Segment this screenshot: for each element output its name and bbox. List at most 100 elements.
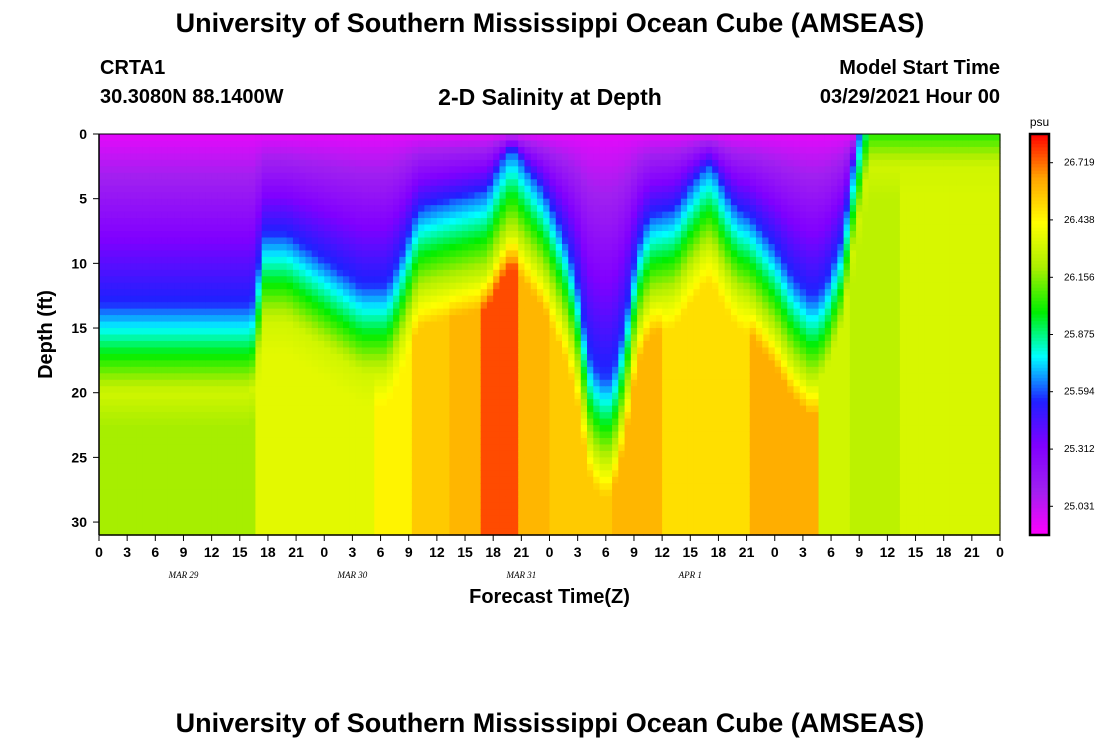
heatmap-cell: [130, 321, 138, 329]
heatmap-cell: [486, 211, 494, 219]
heatmap-cell: [261, 399, 269, 407]
heatmap-cell: [142, 347, 150, 355]
heatmap-cell: [267, 276, 275, 284]
heatmap-cell: [499, 192, 507, 200]
heatmap-cell: [186, 509, 194, 517]
heatmap-cell: [167, 328, 175, 336]
heatmap-cell: [249, 218, 257, 226]
heatmap-cell: [186, 237, 194, 245]
heatmap-cell: [161, 185, 169, 193]
heatmap-cell: [549, 476, 557, 484]
heatmap-cell: [205, 412, 213, 420]
heatmap-cell: [587, 263, 594, 271]
heatmap-cell: [374, 179, 382, 187]
heatmap-cell: [161, 425, 169, 433]
heatmap-cell: [255, 483, 263, 491]
heatmap-cell: [499, 263, 507, 271]
heatmap-cell: [180, 146, 188, 155]
heatmap-cell: [480, 192, 488, 200]
heatmap-cell: [336, 437, 344, 446]
heatmap-cell: [236, 515, 244, 523]
heatmap-cell: [124, 224, 131, 232]
heatmap-cell: [142, 515, 150, 523]
heatmap-cell: [536, 218, 544, 226]
heatmap-cell: [274, 308, 282, 316]
heatmap-cell: [317, 373, 325, 381]
heatmap-cell: [349, 328, 357, 336]
heatmap-cell: [267, 515, 275, 523]
heatmap-cell: [267, 463, 275, 471]
heatmap-cell: [149, 192, 156, 200]
heatmap-cell: [455, 425, 463, 433]
heatmap-cell: [242, 224, 250, 232]
heatmap-cell: [155, 528, 163, 536]
heatmap-cell: [474, 470, 482, 478]
heatmap-cell: [499, 302, 507, 310]
heatmap-cell: [518, 185, 526, 193]
heatmap-cell: [142, 386, 150, 394]
heatmap-cell: [587, 353, 594, 361]
heatmap-cell: [418, 399, 425, 407]
heatmap-cell: [436, 243, 444, 252]
heatmap-cell: [117, 431, 125, 439]
heatmap-cell: [455, 360, 463, 368]
heatmap-cell: [361, 231, 369, 239]
heatmap-cell: [430, 360, 438, 368]
heatmap-cell: [455, 224, 463, 232]
heatmap-cell: [130, 159, 138, 167]
heatmap-cell: [524, 263, 532, 271]
heatmap-cell: [343, 509, 350, 517]
heatmap-cell: [249, 418, 257, 426]
heatmap-cell: [199, 192, 206, 200]
heatmap-cell: [430, 192, 438, 200]
heatmap-cell: [99, 211, 106, 219]
heatmap-cell: [480, 237, 488, 245]
heatmap-cell: [167, 263, 175, 271]
heatmap-cell: [267, 379, 275, 387]
heatmap-cell: [130, 237, 138, 245]
heatmap-cell: [105, 366, 113, 374]
heatmap-cell: [130, 470, 138, 478]
heatmap-cell: [493, 502, 501, 510]
heatmap-cell: [174, 509, 181, 517]
heatmap-cell: [311, 431, 319, 439]
heatmap-cell: [299, 269, 307, 277]
heatmap-cell: [324, 321, 332, 329]
heatmap-cell: [149, 528, 156, 536]
heatmap-cell: [493, 166, 501, 174]
heatmap-cell: [192, 353, 200, 361]
heatmap-cell: [167, 457, 175, 465]
heatmap-cell: [192, 159, 200, 167]
heatmap-cell: [455, 431, 463, 439]
heatmap-cell: [124, 179, 131, 187]
model-start-label: Model Start Time: [839, 57, 1000, 79]
heatmap-cell: [211, 522, 219, 530]
heatmap-cell: [130, 172, 138, 180]
heatmap-cell: [424, 392, 432, 400]
heatmap-cell: [124, 276, 131, 284]
heatmap-cell: [330, 140, 338, 148]
heatmap-cell: [411, 437, 419, 446]
heatmap-cell: [111, 172, 119, 180]
heatmap-cell: [305, 295, 313, 303]
heatmap-cell: [117, 282, 125, 290]
heatmap-cell: [267, 502, 275, 510]
heatmap-cell: [543, 315, 551, 323]
heatmap-cell: [355, 166, 363, 174]
heatmap-cell: [524, 386, 532, 394]
heatmap-cell: [292, 470, 300, 478]
heatmap-cell: [349, 192, 357, 200]
heatmap-cell: [562, 334, 569, 342]
heatmap-cell: [468, 328, 476, 336]
heatmap-cell: [199, 340, 206, 349]
heatmap-cell: [317, 282, 325, 290]
heatmap-cell: [574, 276, 582, 284]
heatmap-cell: [480, 379, 488, 387]
heatmap-cell: [361, 405, 369, 413]
heatmap-cell: [587, 509, 594, 517]
heatmap-cell: [142, 231, 150, 239]
heatmap-cell: [580, 392, 588, 400]
heatmap-cell: [555, 522, 563, 530]
heatmap-cell: [274, 328, 282, 336]
heatmap-cell: [167, 425, 175, 433]
